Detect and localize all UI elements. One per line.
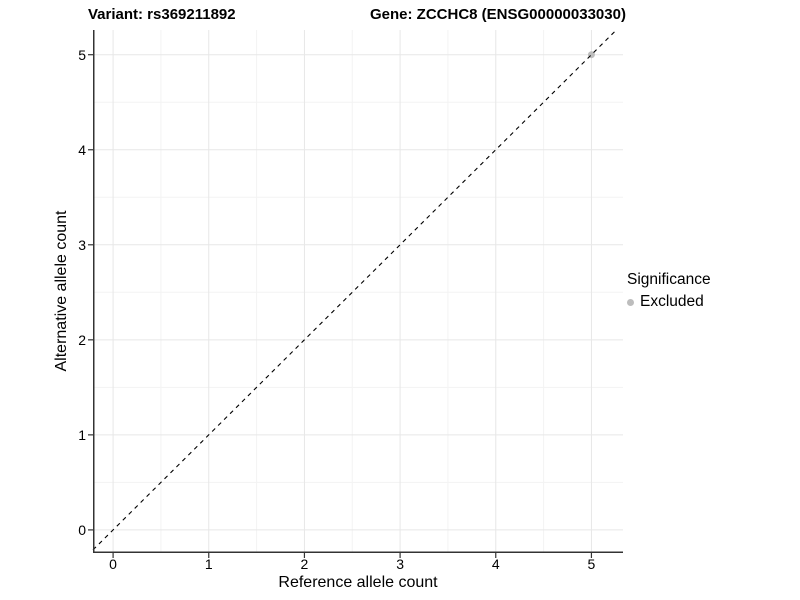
- x-axis-title: Reference allele count: [278, 574, 438, 591]
- legend: Significance Excluded: [627, 271, 711, 311]
- plot-svg: [88, 29, 623, 558]
- excluded-point-icon: [627, 298, 634, 306]
- y-tick-label: 2: [78, 331, 86, 348]
- x-tick-label: 2: [300, 556, 309, 572]
- x-tick-label: 1: [204, 556, 213, 572]
- legend-item-excluded: Excluded: [627, 293, 711, 311]
- y-tick-label: 5: [78, 46, 86, 63]
- legend-title: Significance: [627, 271, 711, 288]
- x-tick-label: 3: [396, 556, 404, 572]
- plot-panel: [88, 29, 623, 558]
- y-axis-title: Alternative allele count: [53, 210, 70, 372]
- y-tick-label: 3: [78, 236, 86, 253]
- legend-item-label: Excluded: [640, 293, 704, 310]
- x-tick-label: 4: [491, 556, 500, 572]
- x-tick-label: 0: [109, 556, 117, 572]
- variant-title: Variant: rs369211892: [88, 6, 236, 23]
- y-tick-label: 1: [78, 426, 86, 443]
- y-tick-label: 0: [78, 521, 86, 538]
- x-tick-label: 5: [587, 556, 596, 572]
- gene-title: Gene: ZCCHC8 (ENSG00000033030): [370, 6, 626, 23]
- y-tick-label: 4: [78, 141, 86, 158]
